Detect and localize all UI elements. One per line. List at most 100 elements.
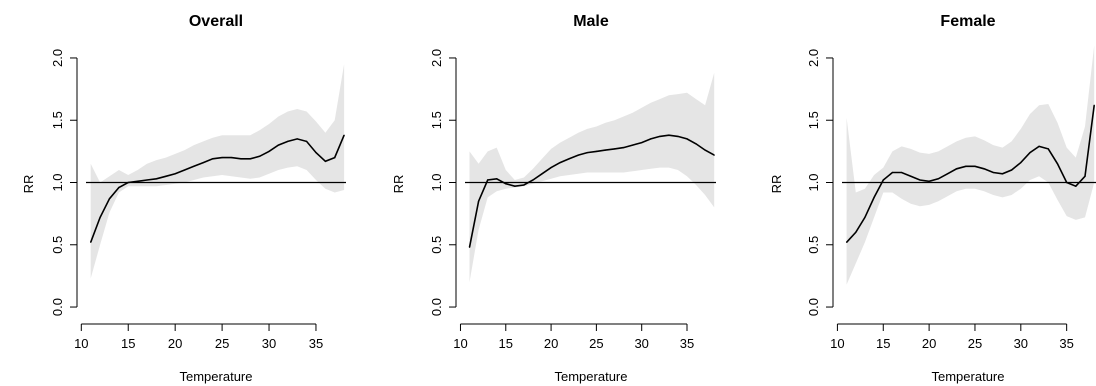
series-line [468, 134, 715, 248]
x-tick-label: 10 [453, 336, 467, 351]
data-point [864, 216, 866, 218]
data-point [910, 175, 912, 177]
y-axis-label: RR [769, 175, 784, 194]
y-tick-label: 1.0 [429, 173, 444, 191]
data-point [1038, 145, 1040, 147]
x-tick-label: 25 [589, 336, 603, 351]
x-axis-label: Temperature [555, 369, 628, 384]
y-tick-label: 0.5 [50, 236, 65, 254]
y-tick-label: 0.0 [50, 298, 65, 316]
data-point [193, 165, 195, 167]
data-point [505, 183, 507, 185]
y-axis-label: RR [21, 175, 36, 194]
data-point [1066, 181, 1068, 184]
data-point [487, 179, 489, 181]
data-point [146, 179, 148, 181]
confidence-band [469, 72, 715, 283]
data-point [240, 158, 242, 160]
series-line [89, 134, 345, 243]
x-tick-label: 10 [830, 336, 844, 351]
data-point [127, 181, 129, 184]
data-point [212, 158, 214, 160]
data-point [1001, 173, 1004, 175]
data-point [268, 150, 270, 152]
data-point [668, 134, 670, 136]
y-tick-label: 2.0 [50, 49, 65, 67]
y-axis-label: RR [391, 175, 406, 194]
data-point [873, 196, 875, 199]
data-point [891, 171, 894, 174]
data-point [559, 161, 561, 164]
data-point [992, 171, 994, 174]
data-point [108, 198, 111, 200]
x-tick-label: 20 [168, 336, 182, 351]
data-point [90, 241, 92, 243]
data-point [974, 165, 976, 167]
data-point [855, 231, 857, 233]
panel-title: Female [940, 13, 995, 30]
confidence-band [90, 64, 345, 279]
y-tick-label: 1.0 [806, 173, 821, 191]
data-point [296, 138, 298, 140]
data-point [1093, 104, 1095, 106]
data-point [882, 179, 884, 181]
x-tick-label: 25 [968, 336, 982, 351]
data-point [155, 178, 157, 180]
x-tick-label: 35 [1059, 336, 1073, 351]
y-tick-label: 1.0 [50, 173, 65, 191]
data-point [334, 156, 336, 159]
data-point [468, 246, 471, 248]
series-line [846, 105, 1095, 243]
y-tick-label: 1.5 [429, 111, 444, 129]
data-point [919, 179, 921, 181]
data-point [514, 185, 516, 187]
x-tick-label: 15 [876, 336, 890, 351]
x-tick-label: 10 [74, 336, 88, 351]
panel-title: Male [573, 13, 609, 30]
data-point [928, 180, 930, 182]
data-point [305, 140, 308, 143]
data-point [541, 173, 543, 175]
data-point [174, 173, 176, 175]
x-tick-label: 25 [215, 336, 229, 351]
confidence-band [846, 45, 1095, 285]
data-point [695, 143, 697, 145]
data-point [550, 166, 552, 169]
data-point [315, 152, 317, 154]
y-tick-label: 2.0 [806, 49, 821, 67]
data-point [1029, 152, 1031, 154]
data-point [249, 158, 251, 160]
panel-female: Female RR Temperature 0.0 0.5 1.0 1.5 2.0 10 1… [769, 13, 1096, 384]
data-point [1056, 163, 1059, 165]
data-point [845, 241, 848, 243]
panel-title: Overall [189, 13, 243, 30]
y-tick-label: 1.5 [806, 111, 821, 129]
data-point [659, 135, 661, 138]
data-point [202, 161, 204, 164]
data-point [965, 165, 967, 167]
x-tick-label: 15 [499, 336, 513, 351]
data-point [1011, 169, 1013, 171]
x-axis-label: Temperature [180, 369, 253, 384]
data-point [343, 134, 345, 136]
data-point [165, 175, 167, 177]
data-point [713, 154, 715, 156]
data-point [523, 184, 525, 186]
data-point [230, 156, 233, 159]
data-point [604, 149, 607, 151]
data-point [532, 179, 534, 181]
x-tick-label: 30 [262, 336, 276, 351]
data-point [622, 147, 625, 149]
x-tick-label: 30 [1014, 336, 1028, 351]
data-point [496, 178, 498, 180]
panel-male: Male RR Temperature 0.0 0.5 1.0 1.5 2.0 10 15 2… [391, 13, 716, 384]
data-point [221, 156, 223, 159]
x-tick-label: 30 [634, 336, 648, 351]
data-point [1084, 175, 1086, 177]
data-point [324, 160, 326, 162]
data-point [983, 168, 985, 170]
data-point [477, 200, 480, 202]
y-tick-label: 0.0 [806, 298, 821, 316]
y-tick-label: 0.5 [806, 236, 821, 254]
